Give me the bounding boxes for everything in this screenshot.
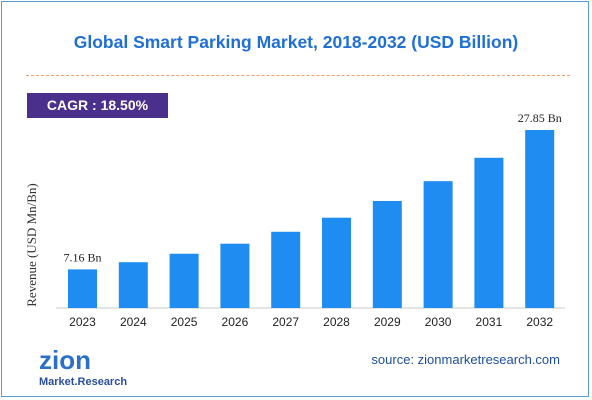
data-label-first: 7.16 Bn (63, 250, 101, 264)
bar-2030 (423, 181, 453, 308)
x-tick-2032: 2032 (526, 315, 553, 329)
y-axis-label: Revenue (USD Mn/Bn) (24, 183, 39, 307)
bar-2032 (525, 130, 555, 308)
chart-title: Global Smart Parking Market, 2018-2032 (… (73, 32, 519, 52)
logo-text-top: zion (39, 345, 91, 375)
x-tick-2028: 2028 (323, 315, 350, 329)
bar-2029 (372, 200, 402, 308)
bar-2026 (220, 243, 250, 308)
cagr-badge: CAGR : 18.50% (27, 93, 168, 118)
bar-2031 (474, 157, 504, 308)
data-labels: 7.16 Bn 27.85 Bn (63, 111, 561, 264)
x-tick-2030: 2030 (425, 315, 452, 329)
x-tick-2027: 2027 (272, 315, 299, 329)
x-tick-2026: 2026 (222, 315, 249, 329)
source-text: source: zionmarketresearch.com (371, 352, 560, 367)
bar-2028 (322, 217, 351, 308)
zion-logo: zion Market.Research (39, 345, 127, 388)
data-label-last: 27.85 Bn (518, 111, 562, 125)
x-tick-2031: 2031 (476, 315, 503, 329)
title-divider (26, 75, 570, 76)
bar-2027 (271, 231, 301, 308)
x-tick-2024: 2024 (120, 315, 147, 329)
bar-2023 (68, 269, 97, 308)
x-tick-2025: 2025 (171, 315, 198, 329)
x-tick-2023: 2023 (69, 315, 96, 329)
x-tick-2029: 2029 (374, 315, 401, 329)
logo-text-bottom: Market.Research (39, 376, 127, 388)
bar-2025 (169, 253, 199, 308)
bars-group (68, 130, 555, 308)
x-tick-labels: 2023 2024 2025 2026 2027 2028 2029 2030 2031 2032 (69, 315, 553, 329)
bar-2024 (118, 262, 148, 308)
